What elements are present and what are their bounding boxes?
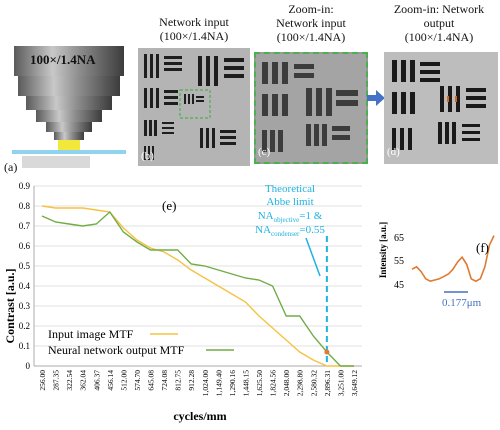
abbe-annotation-na-objective: NAobjective=1 & [258, 210, 323, 224]
profile-svg: Intensity [a.u.] 65 55 45 (f) 0.177μm [378, 222, 495, 309]
profile-ytick-65: 65 [394, 233, 404, 244]
x-tick-label: 2,580.32 [309, 370, 318, 397]
x-tick-label: 322.54 [65, 370, 74, 391]
legend-input: Input image MTF [48, 327, 134, 341]
caption-d: Zoom-in: Network output (100×/1.4NA) [393, 2, 485, 44]
abbe-crossing-point [324, 349, 330, 355]
objective-illustration: 100×/1.4NA [6, 44, 130, 172]
profile-ytick-55: 55 [394, 256, 404, 267]
y-tick-label: 0.8 [19, 201, 31, 211]
legend: Input image MTF Neural network output MT… [48, 327, 234, 357]
x-tick-label: 3,251.00 [336, 370, 345, 397]
x-tick-label: 812.75 [174, 370, 183, 391]
x-tick-label: 256.00 [38, 370, 47, 391]
panel-label-e: (e) [162, 198, 176, 213]
x-tick-label: 1,625.50 [255, 370, 264, 397]
x-tick-label: 1,149.40 [214, 370, 223, 397]
x-tick-label: 2,298.80 [296, 370, 305, 397]
objective-label: 100×/1.4NA [30, 52, 96, 67]
abbe-annotation-line2: Abbe limit [266, 196, 313, 208]
x-tick-label: 1,024.00 [201, 370, 210, 397]
panel-label-d: (d) [387, 146, 400, 158]
intensity-profile: Intensity [a.u.] 65 55 45 (f) 0.177μm [376, 200, 500, 315]
x-tick-label: 287.35 [52, 370, 61, 391]
panel-label-c: (c) [258, 146, 271, 158]
y-tick-label: 0.6 [19, 241, 31, 251]
abbe-annotation-na-condenser: NAcondenser=0.55 [255, 224, 325, 238]
x-tick-label: 1,824.56 [269, 370, 278, 397]
profile-curve [411, 235, 495, 283]
y-tick-label: 0.2 [19, 321, 30, 331]
x-tick-label: 3,649.12 [350, 370, 359, 397]
abbe-annotation-line1: Theoretical [265, 183, 315, 195]
x-tick-label: 574.70 [133, 370, 142, 391]
x-tick-label: 1,448.15 [241, 370, 250, 397]
axes [33, 186, 362, 367]
y-tick-labels: 0 0.1 0.2 0.3 0.4 0.5 0.6 0.7 0.8 0.9 [19, 181, 31, 371]
panel-label-f: (f) [476, 240, 489, 255]
mtf-chart-svg: 0 0.1 0.2 0.3 0.4 0.5 0.6 0.7 0.8 0.9 256.00 287.3… [3, 181, 362, 423]
caption-b: Network input (100×/1.4NA) [159, 15, 229, 43]
x-tick-label: 362.04 [79, 370, 88, 391]
y-tick-label: 0.1 [19, 341, 30, 351]
arrow-icon [366, 88, 386, 108]
x-tick-label: 724.08 [160, 370, 169, 391]
panel-label-a: (a) [4, 160, 18, 174]
legend-network: Neural network output MTF [48, 343, 185, 357]
x-axis-label: cycles/mm [173, 409, 226, 423]
x-tick-label: 1,290.16 [228, 370, 237, 397]
scale-bar-label: 0.177μm [442, 297, 482, 309]
zoom-output-image: (d) [384, 52, 498, 164]
x-tick-label: 2,896.31 [323, 370, 332, 397]
x-tick-label: 2,048.00 [282, 370, 291, 397]
x-tick-label: 406.37 [92, 370, 101, 391]
panel-label-b: (b) [141, 150, 154, 162]
x-tick-label: 645.08 [147, 370, 156, 391]
profile-ytick-45: 45 [394, 280, 404, 291]
y-tick-label: 0.3 [19, 301, 31, 311]
y-tick-label: 0.9 [19, 181, 31, 191]
zoom-input-image: (c) [254, 52, 368, 164]
x-tick-label: 456.14 [106, 370, 115, 391]
y-axis-label: Contrast [a.u.] [3, 269, 17, 344]
series-lines [41, 205, 354, 367]
network-input-image: (b) [138, 48, 250, 166]
y-tick-label: 0 [26, 361, 31, 371]
y-tick-label: 0.5 [19, 261, 31, 271]
x-tick-labels: 256.00 287.35 322.54 362.04 406.37 456.14 512.… [38, 370, 359, 397]
x-tick-label: 512.00 [119, 370, 128, 391]
mtf-chart: 0 0.1 0.2 0.3 0.4 0.5 0.6 0.7 0.8 0.9 256.00 287.3… [0, 176, 372, 425]
series-input-line [41, 205, 354, 367]
profile-y-label: Intensity [a.u.] [378, 222, 388, 278]
series-network-line [41, 210, 354, 367]
y-tick-label: 0.4 [19, 281, 31, 291]
abbe-pointer-line [305, 237, 321, 277]
caption-c: Zoom-in: Network input (100×/1.4NA) [276, 2, 346, 44]
y-tick-label: 0.7 [19, 221, 31, 231]
x-tick-label: 912.28 [187, 370, 196, 391]
